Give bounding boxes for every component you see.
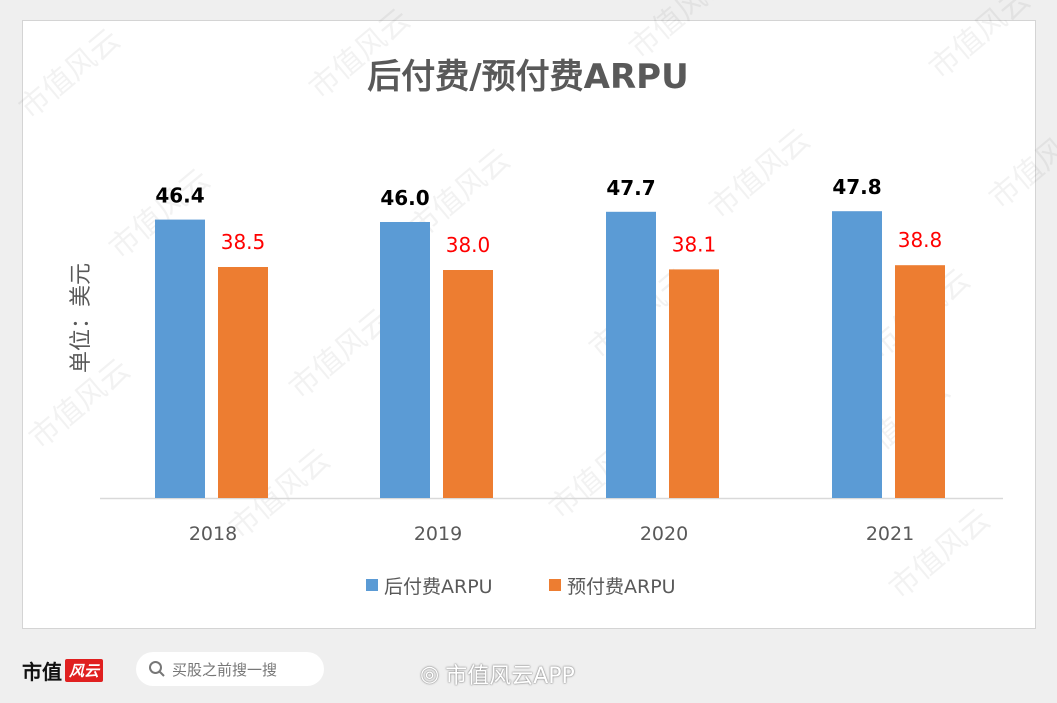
bar-postpaid bbox=[155, 219, 205, 498]
bar-prepaid bbox=[895, 265, 945, 498]
bar-prepaid bbox=[669, 269, 719, 498]
data-label: 38.8 bbox=[898, 228, 943, 252]
weibo-text: 市值风云APP bbox=[445, 664, 575, 689]
data-label: 38.1 bbox=[672, 232, 717, 256]
bar-postpaid bbox=[832, 211, 882, 498]
x-tick-label: 2021 bbox=[866, 523, 914, 545]
logo-text: 市值 bbox=[22, 660, 62, 684]
data-label: 38.5 bbox=[221, 230, 266, 254]
weibo-icon: ◎ bbox=[420, 661, 440, 687]
legend-label: 后付费ARPU bbox=[384, 576, 493, 598]
search-icon bbox=[149, 661, 165, 677]
data-label: 46.0 bbox=[380, 186, 429, 210]
x-tick-label: 2019 bbox=[414, 523, 462, 545]
footer: 市值 风云 买股之前搜一搜 ◎ 市值风云APP bbox=[0, 640, 1057, 700]
watermark-text: 市值风云 bbox=[923, 0, 1037, 86]
legend-swatch bbox=[549, 579, 561, 591]
weibo-watermark: ◎ 市值风云APP bbox=[420, 658, 575, 690]
y-axis-label: 单位：美元 bbox=[69, 263, 94, 373]
data-label: 46.4 bbox=[155, 184, 204, 208]
x-tick-label: 2020 bbox=[640, 523, 688, 545]
data-label: 38.0 bbox=[446, 233, 491, 257]
bar-postpaid bbox=[606, 211, 656, 499]
legend-swatch bbox=[366, 579, 378, 591]
logo-badge: 风云 bbox=[65, 659, 104, 682]
chart-title: 后付费/预付费ARPU bbox=[367, 57, 688, 97]
legend-label: 预付费ARPU bbox=[567, 576, 676, 598]
bar-postpaid bbox=[380, 222, 430, 498]
search-box[interactable]: 买股之前搜一搜 bbox=[136, 652, 324, 686]
data-label: 47.7 bbox=[606, 176, 655, 200]
search-placeholder: 买股之前搜一搜 bbox=[172, 660, 278, 679]
bar-prepaid bbox=[443, 270, 493, 498]
watermark-text: 市值风云 bbox=[283, 302, 397, 406]
bar-prepaid bbox=[218, 267, 268, 498]
brand-logo: 市值 风云 bbox=[22, 656, 104, 685]
watermark-text: 市值风云 bbox=[883, 502, 997, 606]
x-tick-label: 2018 bbox=[189, 523, 237, 545]
watermark-text: 市值风云 bbox=[983, 112, 1057, 216]
watermark-text: 市值风云 bbox=[13, 22, 127, 126]
data-label: 47.8 bbox=[832, 175, 881, 199]
watermark-text: 市值风云 bbox=[703, 122, 817, 226]
